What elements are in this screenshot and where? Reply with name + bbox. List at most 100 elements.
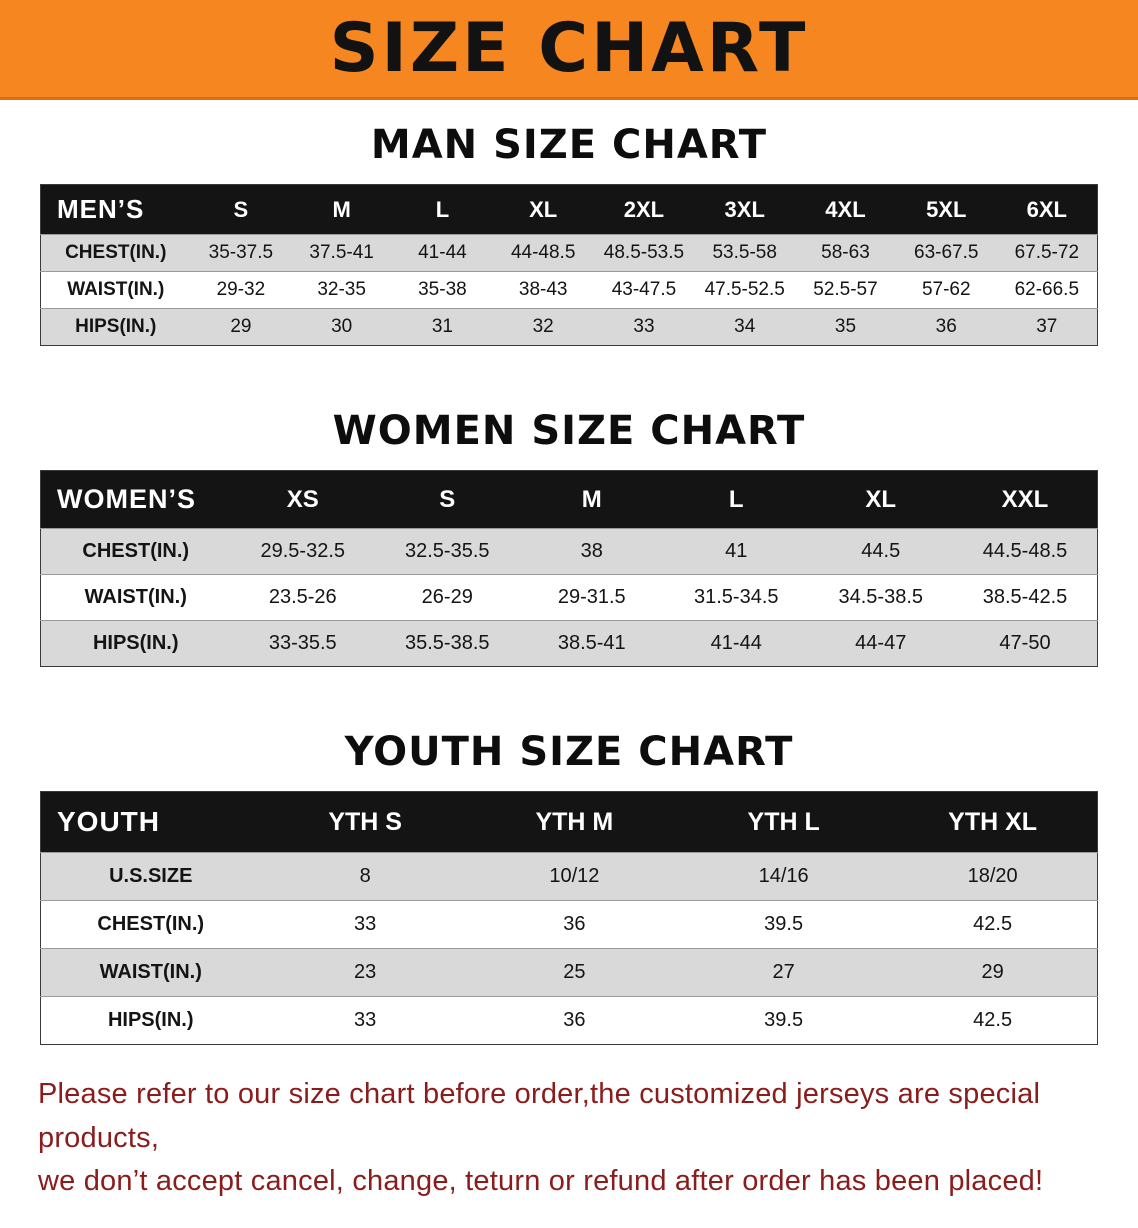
size-value-cell: 29-31.5 bbox=[519, 574, 664, 621]
size-value-cell: 29 bbox=[190, 308, 292, 346]
table-row: CHEST(IN.) 29.5-32.5 32.5-35.5 38 41 44.… bbox=[40, 528, 1098, 575]
table-row: WAIST(IN.) 23.5-26 26-29 29-31.5 31.5-34… bbox=[40, 574, 1098, 621]
row-label: HIPS(IN.) bbox=[40, 308, 191, 346]
column-header: YTH S bbox=[328, 807, 402, 836]
column-header: M bbox=[581, 485, 602, 513]
size-value-cell: 29.5-32.5 bbox=[230, 528, 375, 575]
column-header: 5XL bbox=[926, 196, 967, 222]
size-value-cell: 58-63 bbox=[795, 234, 896, 272]
size-value-cell: 23.5-26 bbox=[230, 574, 375, 621]
size-value-cell: 67.5-72 bbox=[996, 234, 1098, 272]
table-header-row: WOMEN’S XS S M L XL XXL bbox=[40, 470, 1098, 529]
size-value-cell: 31 bbox=[392, 308, 493, 346]
table-title-cell: MEN’S bbox=[57, 194, 145, 224]
table-header-row: MEN’S S M L XL 2XL 3XL 4XL 5XL 6XL bbox=[40, 184, 1098, 235]
size-value-cell: 44.5-48.5 bbox=[953, 528, 1098, 575]
size-value-cell: 57-62 bbox=[895, 271, 997, 309]
size-value-cell: 35.5-38.5 bbox=[375, 620, 520, 667]
size-value-cell: 39.5 bbox=[679, 900, 889, 949]
size-value-cell: 26-29 bbox=[375, 574, 520, 621]
size-value-cell: 53.5-58 bbox=[694, 234, 796, 272]
table-row: U.S.SIZE 8 10/12 14/16 18/20 bbox=[40, 852, 1098, 901]
column-header: YTH L bbox=[747, 807, 820, 836]
column-header: XL bbox=[865, 485, 897, 513]
table-header-row: YOUTH YTH S YTH M YTH L YTH XL bbox=[40, 791, 1098, 853]
column-header: S bbox=[233, 196, 249, 222]
size-value-cell: 39.5 bbox=[679, 996, 889, 1045]
size-value-cell: 44-48.5 bbox=[492, 234, 594, 272]
youth-chart-heading: YOUTH SIZE CHART bbox=[344, 729, 794, 775]
size-value-cell: 35-38 bbox=[392, 271, 493, 309]
women-size-table: WOMEN’S XS S M L XL XXL CHEST(IN.) 29.5-… bbox=[40, 470, 1098, 667]
size-value-cell: 47.5-52.5 bbox=[694, 271, 796, 309]
table-title-cell: WOMEN’S bbox=[57, 484, 196, 514]
size-value-cell: 37.5-41 bbox=[291, 234, 393, 272]
table-row: HIPS(IN.) 29 30 31 32 33 34 35 36 37 bbox=[40, 308, 1098, 346]
table-row: WAIST(IN.) 29-32 32-35 35-38 38-43 43-47… bbox=[40, 271, 1098, 309]
size-value-cell: 31.5-34.5 bbox=[664, 574, 809, 621]
size-value-cell: 27 bbox=[679, 948, 889, 997]
size-value-cell: 36 bbox=[469, 900, 679, 949]
size-value-cell: 42.5 bbox=[888, 996, 1098, 1045]
column-header: 6XL bbox=[1026, 196, 1067, 222]
column-header: 3XL bbox=[724, 196, 765, 222]
women-chart-heading: WOMEN SIZE CHART bbox=[332, 408, 806, 454]
column-header: YTH M bbox=[535, 807, 614, 836]
size-value-cell: 10/12 bbox=[469, 852, 679, 901]
size-chart-banner: SIZE CHART bbox=[0, 0, 1138, 100]
size-value-cell: 37 bbox=[996, 308, 1098, 346]
row-label: CHEST(IN.) bbox=[40, 900, 261, 949]
men-size-chart-section: MAN SIZE CHART MEN’S S M L XL 2XL 3XL 4X… bbox=[0, 122, 1138, 346]
row-label: CHEST(IN.) bbox=[40, 234, 191, 272]
size-value-cell: 14/16 bbox=[679, 852, 889, 901]
row-label: WAIST(IN.) bbox=[40, 271, 191, 309]
table-row: WAIST(IN.) 23 25 27 29 bbox=[40, 948, 1098, 997]
size-value-cell: 41-44 bbox=[664, 620, 809, 667]
disclaimer-line-1: Please refer to our size chart before or… bbox=[38, 1078, 1041, 1154]
column-header: YTH XL bbox=[948, 807, 1038, 836]
row-label: HIPS(IN.) bbox=[40, 620, 231, 667]
table-row: CHEST(IN.) 33 36 39.5 42.5 bbox=[40, 900, 1098, 949]
size-value-cell: 41 bbox=[664, 528, 809, 575]
men-chart-heading: MAN SIZE CHART bbox=[370, 122, 768, 168]
size-value-cell: 36 bbox=[895, 308, 997, 346]
size-value-cell: 30 bbox=[291, 308, 393, 346]
row-label: U.S.SIZE bbox=[40, 852, 261, 901]
disclaimer-line-2: we don’t accept cancel, change, teturn o… bbox=[38, 1165, 1044, 1197]
size-value-cell: 33 bbox=[260, 900, 470, 949]
row-label: CHEST(IN.) bbox=[40, 528, 231, 575]
table-title-cell: YOUTH bbox=[57, 806, 160, 837]
size-value-cell: 8 bbox=[260, 852, 470, 901]
youth-size-table: YOUTH YTH S YTH M YTH L YTH XL U.S.SIZE … bbox=[40, 791, 1098, 1045]
size-value-cell: 41-44 bbox=[392, 234, 493, 272]
column-header: XXL bbox=[1001, 485, 1049, 513]
column-header: 2XL bbox=[623, 196, 665, 222]
size-value-cell: 44.5 bbox=[808, 528, 953, 575]
size-value-cell: 38 bbox=[519, 528, 664, 575]
size-value-cell: 38.5-42.5 bbox=[953, 574, 1098, 621]
size-value-cell: 62-66.5 bbox=[996, 271, 1098, 309]
column-header: L bbox=[728, 485, 744, 513]
size-value-cell: 52.5-57 bbox=[795, 271, 896, 309]
size-value-cell: 33-35.5 bbox=[230, 620, 375, 667]
column-header: XS bbox=[286, 485, 319, 513]
row-label: WAIST(IN.) bbox=[40, 574, 231, 621]
size-value-cell: 33 bbox=[260, 996, 470, 1045]
table-row: HIPS(IN.) 33 36 39.5 42.5 bbox=[40, 996, 1098, 1045]
size-value-cell: 32 bbox=[492, 308, 594, 346]
size-value-cell: 29 bbox=[888, 948, 1098, 997]
size-value-cell: 36 bbox=[469, 996, 679, 1045]
size-value-cell: 23 bbox=[260, 948, 470, 997]
size-value-cell: 25 bbox=[469, 948, 679, 997]
size-value-cell: 32-35 bbox=[291, 271, 393, 309]
banner-title: SIZE CHART bbox=[329, 9, 809, 88]
size-value-cell: 33 bbox=[593, 308, 695, 346]
size-value-cell: 38.5-41 bbox=[519, 620, 664, 667]
column-header: S bbox=[439, 485, 456, 513]
size-value-cell: 43-47.5 bbox=[593, 271, 695, 309]
women-size-chart-section: WOMEN SIZE CHART WOMEN’S XS S M L XL XXL bbox=[0, 408, 1138, 667]
youth-size-chart-section: YOUTH SIZE CHART YOUTH YTH S YTH M YTH L… bbox=[0, 729, 1138, 1045]
size-value-cell: 47-50 bbox=[953, 620, 1098, 667]
size-value-cell: 48.5-53.5 bbox=[593, 234, 695, 272]
